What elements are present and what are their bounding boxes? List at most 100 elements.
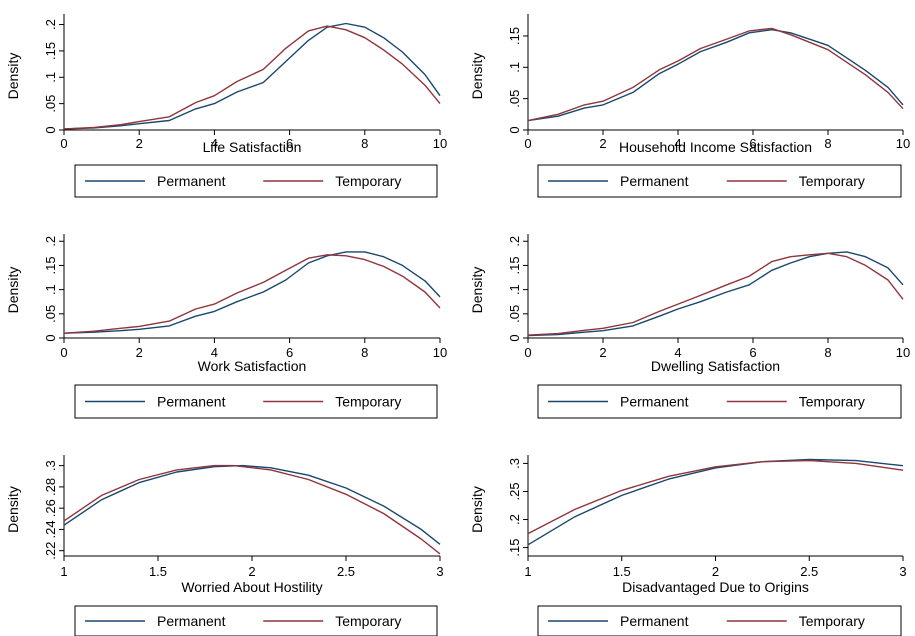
y-axis-label: Density bbox=[469, 486, 485, 533]
x-axis-label: Work Satisfaction bbox=[198, 358, 307, 374]
series-line-temporary bbox=[63, 254, 441, 334]
y-axis-label: Density bbox=[5, 53, 21, 100]
x-tick-label: 4 bbox=[211, 345, 218, 360]
legend: Permanent Temporary bbox=[537, 605, 902, 636]
y-tick-label: .05 bbox=[43, 305, 58, 323]
y-tick-label: .1 bbox=[43, 284, 58, 295]
x-tick-label: 8 bbox=[361, 136, 368, 151]
x-axis-label: Worried About Hostility bbox=[181, 579, 322, 595]
series-line-temporary bbox=[527, 459, 904, 535]
legend-label-temporary: Temporary bbox=[335, 613, 401, 629]
y-tick-label: .3 bbox=[43, 460, 58, 471]
y-axis-label: Density bbox=[5, 267, 21, 314]
series-line-permanent bbox=[63, 22, 441, 130]
y-tick-label: .2 bbox=[43, 236, 58, 247]
series-line-permanent bbox=[527, 29, 904, 122]
legend-label-permanent: Permanent bbox=[157, 613, 226, 629]
series-line-permanent bbox=[63, 464, 441, 545]
y-tick-label: .05 bbox=[43, 95, 58, 113]
x-tick-label: 2 bbox=[599, 136, 606, 151]
legend-label-temporary: Temporary bbox=[335, 394, 401, 410]
y-tick-label: 0 bbox=[43, 334, 58, 341]
x-tick-label: 0 bbox=[60, 345, 67, 360]
x-axis-label: Dwelling Satisfaction bbox=[651, 358, 780, 374]
x-tick-label: 8 bbox=[824, 345, 831, 360]
y-tick-label: .22 bbox=[43, 542, 58, 560]
legend: Permanent Temporary bbox=[537, 384, 902, 419]
x-tick-label: 8 bbox=[361, 345, 368, 360]
legend-box bbox=[537, 164, 902, 198]
y-tick-label: .15 bbox=[507, 27, 522, 45]
y-tick-label: .15 bbox=[43, 42, 58, 60]
y-tick-label: .3 bbox=[507, 458, 522, 469]
legend-label-temporary: Temporary bbox=[335, 173, 401, 189]
x-tick-label: 1 bbox=[60, 564, 67, 579]
x-tick-label: 10 bbox=[896, 345, 910, 360]
y-tick-label: .15 bbox=[507, 256, 522, 274]
x-tick-label: 10 bbox=[433, 136, 447, 151]
legend-label-temporary: Temporary bbox=[799, 613, 865, 629]
x-tick-label: 0 bbox=[60, 136, 67, 151]
x-tick-label: 6 bbox=[749, 345, 756, 360]
y-tick-label: 0 bbox=[507, 334, 522, 341]
series-line-temporary bbox=[63, 464, 441, 555]
legend-label-permanent: Permanent bbox=[620, 173, 689, 189]
x-tick-label: 0 bbox=[524, 345, 531, 360]
y-axis-label: Density bbox=[5, 486, 21, 533]
series-line-permanent bbox=[527, 251, 904, 337]
y-tick-label: .28 bbox=[43, 478, 58, 496]
series-line-permanent bbox=[527, 458, 904, 546]
series-line-temporary bbox=[527, 252, 904, 336]
legend: Permanent Temporary bbox=[74, 164, 438, 198]
y-tick-label: .05 bbox=[507, 305, 522, 323]
y-tick-label: .25 bbox=[507, 482, 522, 500]
y-tick-label: .1 bbox=[43, 72, 58, 83]
x-tick-label: 2.5 bbox=[800, 564, 818, 579]
x-tick-label: 2 bbox=[136, 345, 143, 360]
y-axis-label: Density bbox=[469, 267, 485, 314]
x-tick-label: 2 bbox=[136, 136, 143, 151]
chart-panel-1: 0 2 4 6 8 10 0 .05 .1 .15 .2 Life Satisfaction Densi… bbox=[5, 14, 447, 198]
y-tick-label: .2 bbox=[507, 236, 522, 247]
legend-label-permanent: Permanent bbox=[620, 613, 689, 629]
series-line-permanent bbox=[63, 251, 441, 334]
x-tick-label: 0 bbox=[524, 136, 531, 151]
legend: Permanent Temporary bbox=[74, 605, 438, 636]
x-tick-label: 1 bbox=[524, 564, 531, 579]
x-tick-label: 4 bbox=[211, 136, 218, 151]
x-tick-label: 3 bbox=[899, 564, 906, 579]
y-tick-label: .24 bbox=[43, 520, 58, 538]
chart-panel-3: 0 2 4 6 8 10 0 .05 .1 .15 .2 Work Satisfaction Densi… bbox=[5, 234, 447, 419]
x-tick-label: 8 bbox=[824, 136, 831, 151]
x-tick-label: 6 bbox=[286, 345, 293, 360]
y-tick-label: 0 bbox=[43, 126, 58, 133]
y-tick-label: .15 bbox=[507, 539, 522, 557]
legend-box bbox=[74, 605, 438, 636]
x-tick-label: 2 bbox=[248, 564, 255, 579]
y-tick-label: 0 bbox=[507, 126, 522, 133]
legend-label-permanent: Permanent bbox=[157, 173, 226, 189]
chart-panel-6: 1 1.5 2 2.5 3 .15 .2 .25 .3 Disadvantaged Due to … bbox=[469, 455, 907, 636]
y-tick-label: .1 bbox=[507, 62, 522, 73]
x-tick-label: 3 bbox=[436, 564, 443, 579]
x-axis-label: Life Satisfaction bbox=[203, 139, 302, 155]
x-tick-label: 2 bbox=[712, 564, 719, 579]
y-tick-label: .15 bbox=[43, 256, 58, 274]
legend-box bbox=[74, 164, 438, 198]
legend: Permanent Temporary bbox=[74, 384, 438, 419]
series-line-temporary bbox=[527, 27, 904, 122]
y-tick-label: .2 bbox=[43, 19, 58, 30]
y-tick-label: .2 bbox=[507, 514, 522, 525]
x-tick-label: 4 bbox=[674, 345, 681, 360]
x-axis-label: Disadvantaged Due to Origins bbox=[622, 579, 809, 595]
y-tick-label: .05 bbox=[507, 90, 522, 108]
y-tick-label: .1 bbox=[507, 284, 522, 295]
series-line-temporary bbox=[63, 25, 441, 130]
legend-label-permanent: Permanent bbox=[620, 394, 689, 410]
x-tick-label: 2 bbox=[599, 345, 606, 360]
x-tick-label: 1.5 bbox=[613, 564, 631, 579]
x-tick-label: 10 bbox=[896, 136, 910, 151]
legend-label-temporary: Temporary bbox=[799, 394, 865, 410]
legend-label-permanent: Permanent bbox=[157, 394, 226, 410]
